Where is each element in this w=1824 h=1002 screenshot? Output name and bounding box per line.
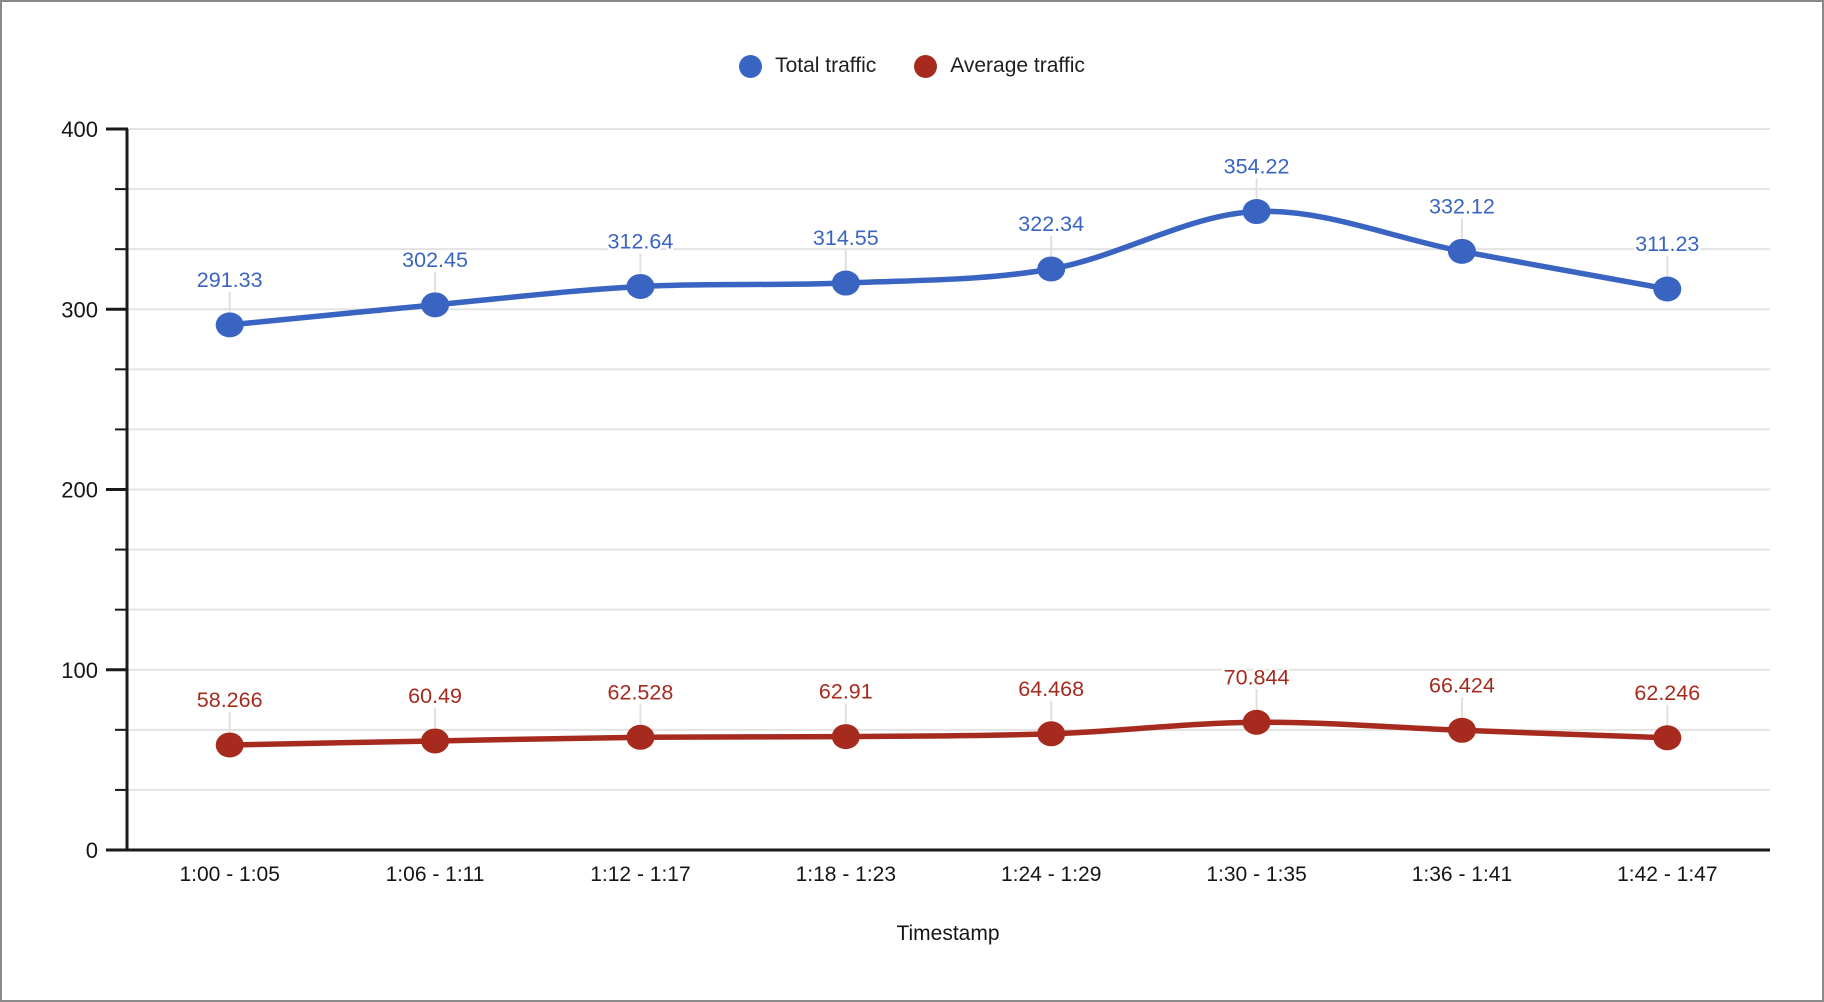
x-tick-label: 1:36 - 1:41 bbox=[1412, 863, 1512, 886]
y-axis-tick-labels: 0 100 200 300 400 bbox=[61, 117, 98, 863]
data-point-label: 291.33 bbox=[197, 268, 263, 292]
data-point-label: 62.528 bbox=[608, 680, 674, 704]
data-point-label: 332.12 bbox=[1429, 194, 1495, 218]
data-point-label: 311.23 bbox=[1635, 232, 1699, 256]
legend-label: Average traffic bbox=[950, 54, 1085, 77]
x-axis-title: Timestamp bbox=[896, 922, 999, 945]
x-axis-tick-labels: 1:00 - 1:05 1:06 - 1:11 1:12 - 1:17 1:18 - … bbox=[179, 863, 1717, 886]
x-tick-label: 1:00 - 1:05 bbox=[179, 863, 279, 886]
y-tick-label: 300 bbox=[61, 297, 98, 322]
data-point-marker[interactable] bbox=[421, 292, 450, 318]
legend-dot-icon bbox=[739, 54, 763, 78]
legend-item-total-traffic[interactable]: Total traffic bbox=[739, 54, 876, 78]
data-point-marker[interactable] bbox=[1447, 717, 1476, 743]
data-point-marker[interactable] bbox=[1653, 276, 1682, 302]
data-point-labels: 291.33 302.45 312.64 314.55 322.34 354.22 332.… bbox=[194, 152, 1702, 714]
y-tick-label: 400 bbox=[61, 117, 98, 142]
axes bbox=[106, 127, 1770, 852]
data-point-label: 302.45 bbox=[402, 248, 468, 272]
data-point-label: 62.246 bbox=[1634, 681, 1700, 705]
y-tick-label: 100 bbox=[61, 658, 98, 683]
x-tick-label: 1:18 - 1:23 bbox=[796, 863, 896, 886]
legend-label: Total traffic bbox=[775, 54, 877, 77]
y-tick-label: 200 bbox=[61, 478, 98, 503]
data-point-marker[interactable] bbox=[831, 724, 860, 750]
legend-item-average-traffic[interactable]: Average traffic bbox=[914, 54, 1085, 78]
data-point-marker[interactable] bbox=[1242, 709, 1271, 735]
data-point-marker[interactable] bbox=[1037, 721, 1066, 747]
data-point-label: 354.22 bbox=[1224, 155, 1290, 179]
data-point-label: 322.34 bbox=[1018, 212, 1084, 236]
data-point-marker[interactable] bbox=[215, 312, 244, 338]
y-tick-label: 0 bbox=[86, 838, 98, 863]
data-point-label: 64.468 bbox=[1018, 677, 1084, 701]
legend: Total traffic Average traffic bbox=[2, 54, 1822, 78]
series-lines bbox=[215, 199, 1682, 758]
data-point-label: 312.64 bbox=[608, 229, 674, 253]
x-tick-label: 1:42 - 1:47 bbox=[1617, 863, 1717, 886]
data-point-label: 60.49 bbox=[408, 684, 462, 708]
legend-dot-icon bbox=[914, 54, 938, 78]
data-point-marker[interactable] bbox=[1653, 725, 1682, 751]
data-point-marker[interactable] bbox=[626, 273, 655, 299]
x-tick-label: 1:24 - 1:29 bbox=[1001, 863, 1101, 886]
data-point-marker[interactable] bbox=[421, 728, 450, 754]
data-point-marker[interactable] bbox=[1447, 238, 1476, 264]
data-point-marker[interactable] bbox=[215, 732, 244, 758]
label-leader-lines bbox=[228, 178, 1669, 732]
data-point-label: 58.266 bbox=[197, 688, 263, 712]
x-tick-label: 1:12 - 1:17 bbox=[590, 863, 690, 886]
data-point-label: 314.55 bbox=[813, 226, 879, 250]
data-point-label: 62.91 bbox=[819, 680, 873, 704]
data-point-marker[interactable] bbox=[1037, 256, 1066, 282]
data-point-marker[interactable] bbox=[626, 724, 655, 750]
data-point-label: 70.844 bbox=[1224, 665, 1290, 689]
x-tick-label: 1:30 - 1:35 bbox=[1206, 863, 1306, 886]
data-point-marker[interactable] bbox=[1242, 199, 1271, 225]
gridlines bbox=[127, 128, 1770, 791]
data-point-label: 66.424 bbox=[1429, 673, 1495, 697]
data-point-marker[interactable] bbox=[831, 270, 860, 296]
x-tick-label: 1:06 - 1:11 bbox=[386, 863, 485, 886]
